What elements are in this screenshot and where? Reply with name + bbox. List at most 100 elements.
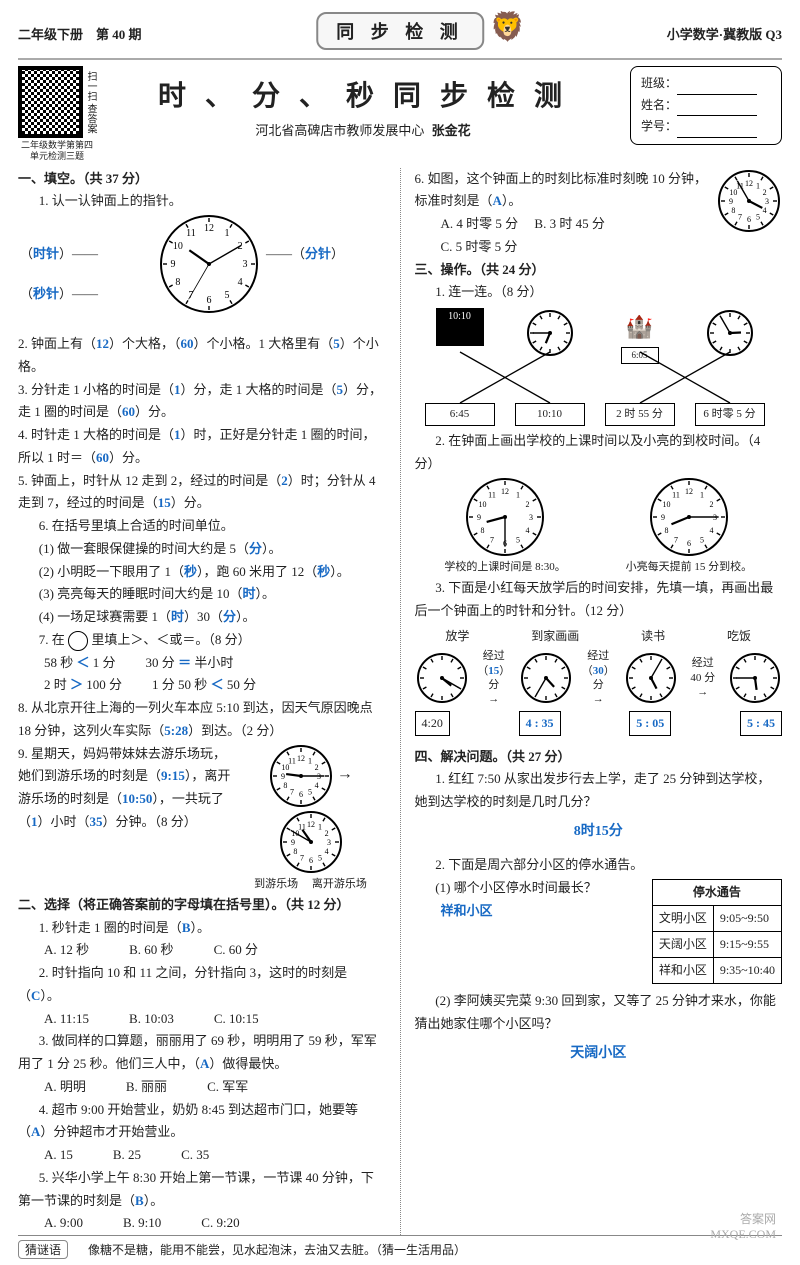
qr-side-text: 扫一扫 查答案 [85,66,96,138]
subtitle-org: 河北省高碑店市教师发展中心 [255,123,424,138]
connect-lines [415,308,785,428]
c1-opts: A. 12 秒B. 60 秒C. 60 分 [44,939,386,962]
svg-text:5: 5 [308,787,312,796]
svg-text:3: 3 [765,197,769,206]
sched-row: 经过（15）分→ 经过（30）分→ 经过40 分→ [415,649,783,706]
right-column: 123456789101112 6. 如图，这个钟面上的时刻比标准时刻晚 10 … [415,168,783,1236]
svg-text:12: 12 [204,223,214,234]
sched-labels: 放学 到家画画 读书 吃饭 [415,626,783,647]
svg-text:8: 8 [293,847,297,856]
svg-text:9: 9 [729,197,733,206]
svg-text:5: 5 [225,290,230,301]
page-header: 二年级下册 第 40 期 同 步 检 测 🦁 小学数学·冀教版 Q3 [18,10,782,60]
sched-clock-2 [624,651,678,705]
r-q6: 123456789101112 6. 如图，这个钟面上的时刻比标准时刻晚 10 … [415,168,783,259]
svg-text:8: 8 [175,277,180,288]
qr-code-icon [18,66,83,138]
p2-cap1: 学校的上课时间是 8:30。 [444,561,565,573]
page-title: 时 、 分 、 秒 同 步 检 测 [106,74,620,114]
q9: 123456789101112 → 123456789101112 到游乐场 离… [18,743,386,894]
svg-text:3: 3 [327,838,331,847]
svg-text:1: 1 [516,490,520,499]
svg-text:4: 4 [324,847,328,856]
sched-times: 4:20 4 : 35 5 : 05 5 : 45 [415,711,783,736]
svg-text:10: 10 [662,500,670,509]
q1-second-ans: 秒针 [33,286,59,301]
p3-head: 3. 下面是小红每天放学后的时间安排，先填一填，再画出最后一个钟面上的时针和分针… [415,577,783,623]
svg-text:10: 10 [173,241,183,252]
svg-text:4: 4 [315,781,319,790]
q3: 3. 分针走 1 小格的时间是（1）分，走 1 大格的时间是（5）分，走 1 圈… [18,379,386,425]
q2: 2. 钟面上有（12）个大格，（60）个小格。1 大格里有（5）个小格。 [18,333,386,379]
q9-cap2: 离开游乐场 [312,878,367,890]
svg-text:3: 3 [529,513,533,522]
q1-minute-ans: 分针 [305,246,331,261]
svg-text:9: 9 [661,513,665,522]
w1-ans: 8时15分 [415,820,783,845]
svg-text:11: 11 [488,490,496,499]
svg-text:2: 2 [763,188,767,197]
svg-text:4: 4 [526,526,530,535]
svg-text:1: 1 [318,822,322,831]
q9-clock-leave: 123456789101112 [278,835,344,847]
footer-riddle: 像糖不是糖，能用不能尝，见水起泡沫，去油又去脏。（猜一生活用品） [88,1241,466,1258]
footer: 猜谜语 像糖不是糖，能用不能尝，见水起泡沫，去油又去脏。（猜一生活用品） [18,1235,782,1259]
q6-2: (2) 小明眨一下眼用了 1（秒），跑 60 米用了 12（秒）。 [18,561,386,584]
c5: 5. 兴华小学上午 8:30 开始上第一节课，一节课 40 分钟，下第一节课的时… [18,1167,386,1213]
r6-B: B. 3 时 45 分 [534,216,604,231]
q1-clock: 123456789101112 [158,213,260,315]
q5: 5. 钟面上，时针从 12 走到 2，经过的时间是（2）时；分针从 4 走到 7… [18,470,386,516]
c4-opts: A. 15B. 25C. 35 [44,1144,386,1167]
r6-clock: 123456789101112 [716,168,782,234]
svg-text:8: 8 [481,526,485,535]
name-label: 姓名： [641,98,677,112]
p2-clocks: 123456789101112 学校的上课时间是 8:30。 123456789… [415,476,783,577]
section-4-head: 四、解决问题。（共 27 分） [415,746,783,769]
svg-text:10: 10 [479,500,487,509]
notice-title: 停水通告 [652,880,781,906]
left-column: 一、填空。（共 37 分） 1. 认一认钟面上的指针。 123456789101… [18,168,386,1236]
svg-text:4: 4 [709,526,713,535]
svg-text:5: 5 [516,535,520,544]
svg-text:9: 9 [171,259,176,270]
c2-opts: A. 11:15B. 10:03C. 10:15 [44,1008,386,1031]
c3: 3. 做同样的口算题，丽丽用了 69 秒，明明用了 59 秒，军军用了 1 分 … [18,1030,386,1076]
w1-q: 1. 红红 7:50 从家出发步行去上学，走了 25 分钟到达学校，她到达学校的… [415,768,783,814]
title-area: 扫一扫 查答案 二年级数学第第四单元检测三题 时 、 分 、 秒 同 步 检 测… [18,66,782,162]
w2-2q: (2) 李阿姨买完菜 9:30 回到家，又等了 25 分钟才来水，你能猜出她家住… [415,990,783,1036]
w2-2ans: 天阔小区 [415,1042,783,1067]
svg-text:6: 6 [299,790,303,799]
svg-text:7: 7 [290,787,294,796]
svg-text:6: 6 [207,295,212,306]
class-label: 班级： [641,76,677,90]
subtitle: 河北省高碑店市教师发展中心 张金花 [106,120,620,139]
sched-clock-3 [728,651,782,705]
svg-text:9: 9 [477,513,481,522]
w2-q: 2. 下面是周六部分小区的停水通告。 [415,854,783,877]
q1-hour-ans: 时针 [33,246,59,261]
svg-text:8: 8 [664,526,668,535]
p2-head: 2. 在钟面上画出学校的上课时间以及小亮的到校时间。（4 分） [415,430,783,476]
q9-cap1: 到游乐场 [254,878,298,890]
svg-text:11: 11 [672,490,680,499]
svg-text:6: 6 [687,539,691,548]
q6-3: (3) 亮亮每天的睡眠时间大约是 10（时）。 [18,583,386,606]
svg-text:2: 2 [526,500,530,509]
svg-text:4: 4 [238,277,243,288]
c1: 1. 秒针走 1 圈的时间是（B）。 [18,917,386,940]
q9-clock-arrive: 123456789101112 [268,769,334,781]
svg-text:2: 2 [709,500,713,509]
circle-icon [68,631,88,651]
svg-text:8: 8 [731,206,735,215]
student-info-box: 班级： 姓名： 学号： [630,66,782,145]
svg-text:5: 5 [756,212,760,221]
p1-head: 1. 连一连。（8 分） [415,281,783,304]
q6-1: (1) 做一套眼保健操的时间大约是 5（分）。 [18,538,386,561]
svg-text:4: 4 [763,206,767,215]
svg-text:12: 12 [685,487,693,496]
svg-text:7: 7 [674,535,678,544]
p2-cap2: 小亮每天提前 15 分到校。 [626,561,753,573]
r6-C: C. 5 时零 5 分 [441,239,518,254]
svg-text:2: 2 [315,763,319,772]
q8: 8. 从北京开往上海的一列火车本应 5:10 到达，因天气原因晚点 18 分钟，… [18,697,386,743]
